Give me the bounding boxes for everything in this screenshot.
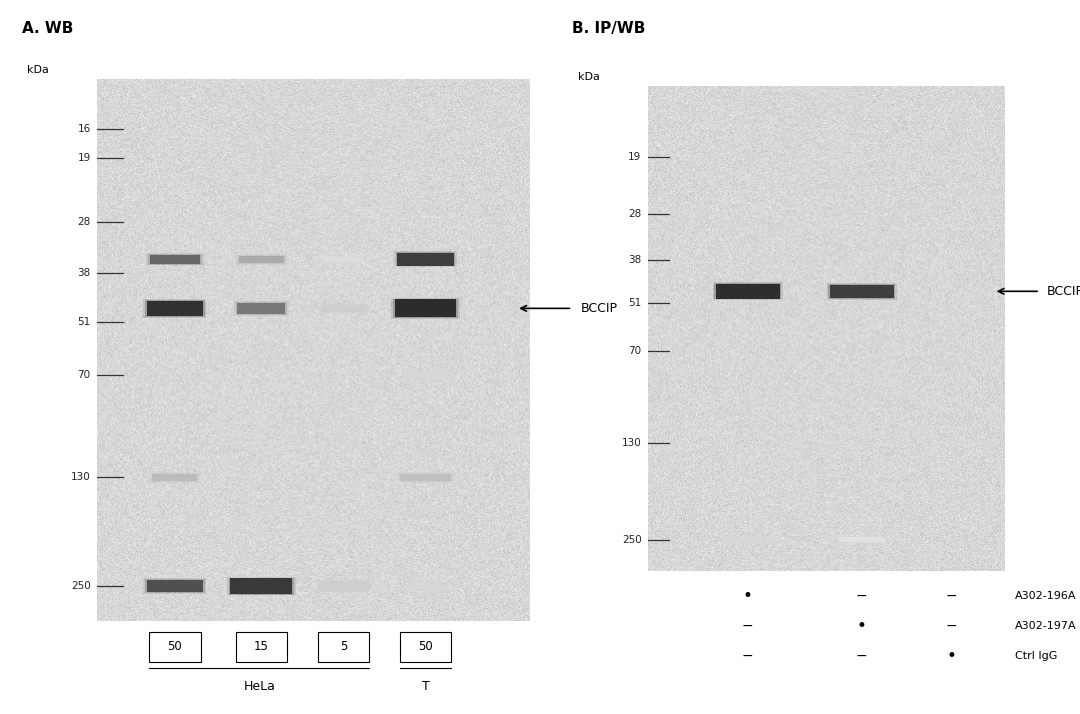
Text: A302-196A: A302-196A	[1015, 591, 1077, 601]
Text: B. IP/WB: B. IP/WB	[572, 21, 646, 36]
Bar	[399, 473, 453, 482]
Text: 130: 130	[622, 438, 642, 448]
Text: •: •	[856, 617, 867, 635]
Bar	[235, 302, 287, 315]
Bar	[324, 257, 363, 262]
Bar	[145, 579, 205, 593]
Text: −: −	[742, 619, 754, 633]
Bar	[314, 580, 373, 593]
Bar	[227, 577, 296, 595]
Text: −: −	[742, 649, 754, 663]
Text: 28: 28	[629, 209, 642, 219]
Text: −: −	[856, 649, 867, 663]
Bar	[147, 580, 203, 592]
Bar	[391, 298, 460, 319]
Text: BCCIP: BCCIP	[581, 302, 618, 315]
Text: 19: 19	[629, 151, 642, 161]
Text: −: −	[945, 589, 957, 603]
Bar	[321, 304, 366, 313]
Text: 38: 38	[629, 255, 642, 265]
Text: −: −	[945, 619, 957, 633]
Text: 19: 19	[78, 153, 91, 163]
Text: 70: 70	[78, 370, 91, 380]
Bar	[828, 283, 895, 299]
Bar	[408, 583, 443, 589]
Text: 70: 70	[629, 346, 642, 356]
Text: A302-197A: A302-197A	[1015, 621, 1077, 631]
Text: 51: 51	[78, 317, 91, 327]
Bar	[230, 578, 293, 593]
Bar	[144, 578, 206, 594]
Bar	[402, 371, 449, 378]
Bar	[151, 473, 199, 482]
Text: 15: 15	[254, 640, 269, 653]
Text: T: T	[421, 680, 430, 693]
Bar	[234, 301, 288, 316]
Bar	[150, 255, 200, 263]
Bar	[323, 305, 365, 312]
Bar	[322, 256, 365, 263]
Text: 38: 38	[78, 268, 91, 278]
Bar	[394, 299, 457, 317]
Text: 130: 130	[71, 473, 91, 483]
Bar	[238, 303, 285, 313]
Bar	[407, 583, 444, 590]
Bar	[319, 581, 368, 591]
Text: A. WB: A. WB	[22, 21, 73, 36]
Text: 5: 5	[340, 640, 347, 653]
Text: 50: 50	[418, 640, 433, 653]
Text: 50: 50	[167, 640, 183, 653]
Bar	[714, 283, 781, 299]
Bar	[319, 303, 368, 313]
Bar	[719, 535, 777, 545]
Bar	[403, 371, 448, 378]
Bar	[720, 536, 774, 544]
Bar	[395, 252, 456, 266]
Bar	[716, 284, 780, 298]
Bar	[145, 300, 205, 317]
Text: 250: 250	[622, 535, 642, 545]
Bar	[235, 254, 287, 265]
Text: Ctrl IgG: Ctrl IgG	[1015, 651, 1057, 661]
Text: •: •	[743, 587, 753, 605]
Bar	[400, 370, 451, 380]
Text: kDa: kDa	[578, 72, 599, 82]
Text: 16: 16	[78, 124, 91, 134]
Bar	[838, 537, 886, 543]
Bar	[316, 580, 370, 592]
Bar	[839, 538, 885, 542]
Bar	[713, 283, 783, 300]
Bar	[144, 299, 206, 318]
Bar	[723, 537, 773, 543]
Text: 51: 51	[629, 298, 642, 308]
Bar	[829, 284, 894, 298]
Text: HeLa: HeLa	[243, 680, 275, 693]
Text: BCCIP: BCCIP	[1048, 285, 1080, 298]
Bar	[149, 472, 201, 483]
Text: kDa: kDa	[27, 65, 49, 75]
Bar	[837, 536, 887, 544]
Bar	[397, 253, 454, 266]
Bar	[396, 472, 455, 483]
Bar	[394, 251, 457, 267]
Bar	[239, 256, 284, 263]
Bar	[393, 298, 458, 318]
Bar	[146, 253, 204, 266]
Bar	[405, 582, 446, 590]
Bar	[148, 254, 202, 265]
Bar	[827, 283, 896, 300]
Bar	[238, 255, 285, 263]
Bar	[229, 578, 294, 595]
Text: •: •	[946, 647, 956, 665]
Bar	[401, 473, 450, 481]
Text: −: −	[856, 589, 867, 603]
Bar	[152, 474, 198, 481]
Bar	[321, 255, 366, 263]
Bar	[147, 301, 203, 316]
Text: 28: 28	[78, 217, 91, 227]
Text: 250: 250	[71, 581, 91, 591]
